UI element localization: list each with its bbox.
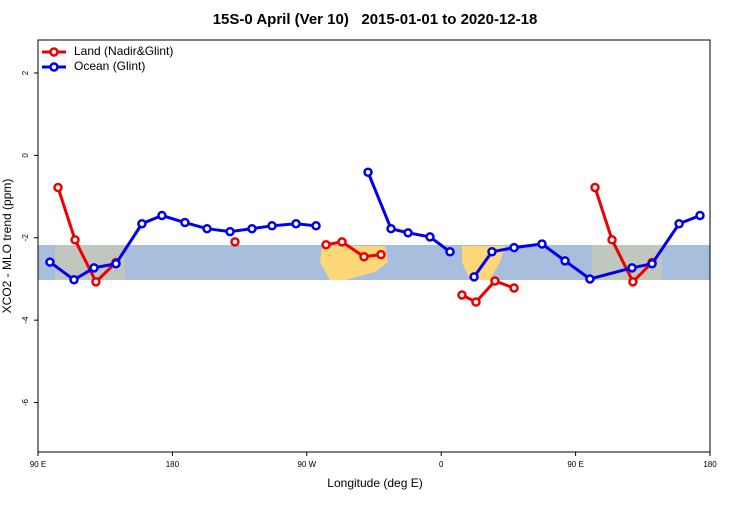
data-point bbox=[386, 223, 396, 234]
data-point bbox=[247, 223, 257, 234]
data-point bbox=[425, 232, 435, 242]
x-tick-label: 90 W bbox=[297, 460, 316, 469]
legend-label: Land (Nadir&Glint) bbox=[74, 44, 173, 58]
data-point bbox=[509, 242, 519, 253]
x-tick-label: 180 bbox=[166, 460, 180, 469]
data-point bbox=[560, 256, 570, 266]
data-point bbox=[695, 210, 705, 221]
data-point bbox=[537, 239, 547, 249]
legend-marker bbox=[49, 62, 59, 72]
data-point bbox=[111, 258, 121, 269]
data-point bbox=[70, 235, 80, 245]
series-line bbox=[56, 187, 117, 285]
y-tick-label: 2 bbox=[21, 70, 30, 75]
data-point bbox=[267, 221, 277, 231]
data-point bbox=[445, 247, 455, 257]
x-tick-label: 90 E bbox=[567, 460, 583, 469]
data-point bbox=[137, 219, 147, 229]
series-line bbox=[325, 240, 382, 259]
data-point bbox=[376, 249, 386, 260]
data-point bbox=[585, 274, 595, 284]
data-point bbox=[647, 258, 657, 269]
data-point bbox=[337, 237, 347, 247]
series-line bbox=[461, 279, 515, 304]
series-line bbox=[593, 187, 654, 285]
data-point bbox=[628, 277, 638, 287]
legend-label: Ocean (Glint) bbox=[74, 59, 145, 73]
x-tick-label: 0 bbox=[439, 460, 444, 469]
x-tick-label: 90 E bbox=[30, 460, 46, 469]
data-point bbox=[403, 228, 413, 238]
data-point bbox=[457, 290, 467, 300]
data-point bbox=[490, 276, 500, 286]
data-point bbox=[202, 223, 212, 234]
data-point bbox=[363, 167, 373, 178]
data-point bbox=[471, 297, 481, 307]
data-point bbox=[89, 263, 99, 273]
data-point bbox=[509, 283, 519, 293]
data-point bbox=[180, 217, 190, 228]
y-tick-label: 0 bbox=[21, 153, 30, 158]
y-tick-label: -6 bbox=[21, 398, 30, 406]
data-point bbox=[590, 182, 600, 193]
y-tick-label: -4 bbox=[21, 316, 30, 324]
series-line bbox=[472, 214, 701, 281]
plot-frame bbox=[37, 39, 711, 453]
data-point bbox=[291, 219, 301, 229]
data-point bbox=[607, 235, 617, 245]
data-point bbox=[627, 263, 637, 273]
data-point bbox=[53, 182, 63, 193]
data-point bbox=[157, 210, 167, 221]
chart-title: 15S-0 April (Ver 10) 2015-01-01 to 2020-… bbox=[213, 11, 538, 28]
y-tick-label: -2 bbox=[21, 234, 30, 242]
data-point bbox=[321, 240, 331, 250]
data-point bbox=[674, 219, 684, 229]
x-tick-label: 180 bbox=[703, 460, 717, 469]
x-axis-label: Longitude (deg E) bbox=[327, 476, 422, 490]
y-axis-label: XCO2 - MLO trend (ppm) bbox=[0, 179, 14, 314]
data-point bbox=[45, 257, 55, 267]
data-point bbox=[359, 251, 369, 262]
series-line bbox=[366, 171, 451, 253]
data-point bbox=[487, 247, 497, 257]
legend-marker bbox=[49, 47, 59, 57]
data-point bbox=[311, 221, 321, 231]
data-point bbox=[225, 226, 235, 237]
data-point bbox=[91, 277, 101, 287]
data-point bbox=[69, 275, 79, 285]
data-point bbox=[230, 237, 240, 247]
data-point bbox=[469, 272, 479, 282]
